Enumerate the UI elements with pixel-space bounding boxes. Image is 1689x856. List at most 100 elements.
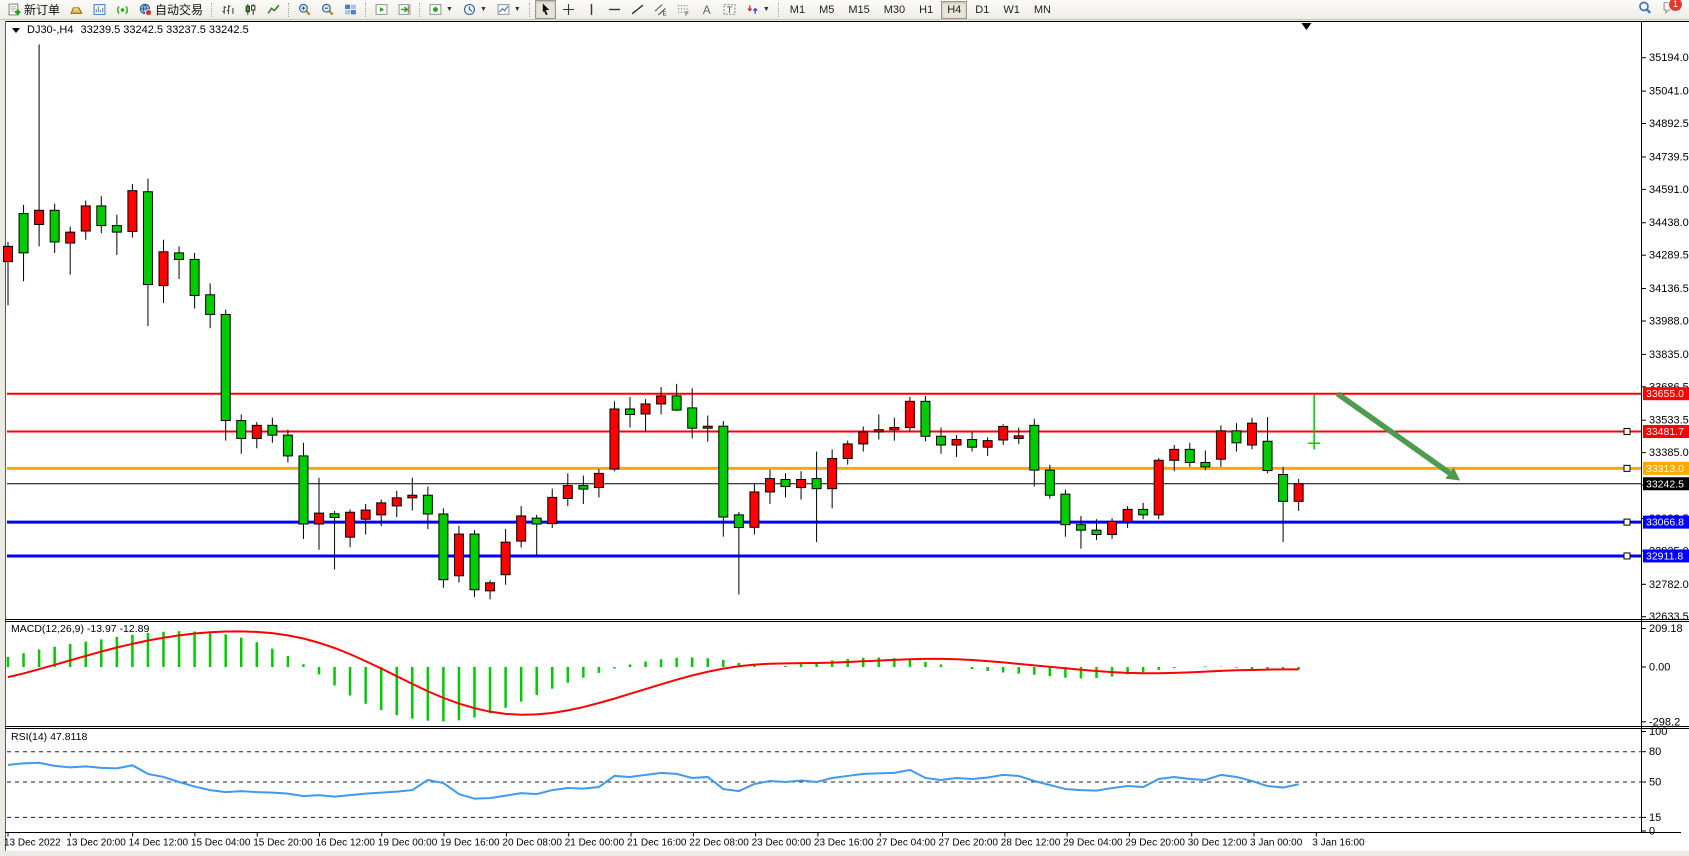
- chart-window-icon: [93, 4, 106, 15]
- svg-text:32782.0: 32782.0: [1649, 579, 1689, 591]
- timeframe-m15-button[interactable]: M15: [848, 3, 870, 16]
- svg-text:33655.0: 33655.0: [1646, 388, 1684, 400]
- svg-text:16 Dec 12:00: 16 Dec 12:00: [316, 838, 376, 849]
- timeframe-h1-button[interactable]: H1: [919, 3, 934, 16]
- templates-icon: [497, 4, 510, 15]
- toolbar-separator: [528, 2, 531, 17]
- vertical-line-button[interactable]: [581, 0, 602, 19]
- search-icon: [1639, 1, 1652, 14]
- chart-window-button[interactable]: [89, 0, 110, 19]
- candlestick-chart-button[interactable]: [240, 0, 261, 19]
- equidistant-channel-button[interactable]: E: [650, 0, 671, 19]
- indicators-button[interactable]: ▼: [425, 0, 457, 19]
- new-order-label: 新订单: [24, 3, 61, 17]
- svg-text:T: T: [727, 5, 733, 15]
- equidistant-channel-icon: E: [654, 4, 667, 16]
- fibonacci-icon: F: [677, 5, 689, 16]
- svg-text:A: A: [703, 3, 711, 16]
- signals-icon: [117, 6, 128, 15]
- svg-text:20 Dec 08:00: 20 Dec 08:00: [502, 838, 562, 849]
- svg-text:-298.2: -298.2: [1649, 716, 1680, 728]
- svg-text:100: 100: [1649, 726, 1667, 738]
- timeframe-m30-button[interactable]: M30: [883, 3, 906, 16]
- svg-text:29 Dec 04:00: 29 Dec 04:00: [1063, 838, 1123, 849]
- svg-text:F: F: [685, 12, 689, 16]
- trendline-button[interactable]: [627, 0, 648, 19]
- chart-shift-button[interactable]: [394, 0, 415, 19]
- rsi-indicator-label: RSI(14) 47.8118: [11, 731, 87, 743]
- arrows-icon: [747, 5, 758, 14]
- dropdown-arrow-icon: ▼: [446, 6, 453, 13]
- bar-chart-icon: [222, 5, 234, 14]
- fibonacci-button[interactable]: F: [673, 0, 694, 19]
- macd-values: -13.97 -12.89: [86, 623, 150, 635]
- svg-text:14 Dec 12:00: 14 Dec 12:00: [129, 838, 189, 849]
- svg-text:209.18: 209.18: [1649, 623, 1683, 635]
- toolbar-separator: [211, 2, 213, 17]
- svg-text:33835.0: 33835.0: [1649, 349, 1689, 361]
- zoom-in-button[interactable]: [294, 0, 315, 19]
- svg-text:33385.0: 33385.0: [1649, 447, 1689, 459]
- timeframe-d1-button[interactable]: D1: [975, 3, 990, 16]
- new-order-button[interactable]: 新订单: [4, 0, 64, 19]
- auto-trading-button[interactable]: 自动交易: [135, 0, 207, 19]
- svg-text:23 Dec 16:00: 23 Dec 16:00: [814, 838, 874, 849]
- macd-indicator-label: MACD(12,26,9) -13.97 -12.89: [11, 623, 149, 635]
- svg-text:33533.5: 33533.5: [1649, 415, 1689, 427]
- zoom-out-icon: [322, 3, 334, 16]
- svg-text:27 Dec 20:00: 27 Dec 20:00: [939, 838, 999, 849]
- zoom-in-icon: [299, 3, 311, 16]
- svg-text:50: 50: [1649, 777, 1661, 789]
- svg-text:30 Dec 12:00: 30 Dec 12:00: [1188, 838, 1248, 849]
- search-button[interactable]: [1637, 1, 1652, 19]
- auto-scroll-button[interactable]: [371, 0, 392, 19]
- svg-text:33066.8: 33066.8: [1646, 517, 1684, 529]
- signals-button[interactable]: [112, 0, 133, 19]
- svg-text:80: 80: [1649, 746, 1661, 758]
- line-chart-button[interactable]: [263, 0, 284, 19]
- chart-ohlc-values: 33239.5 33242.5 33237.5 33242.5: [80, 24, 249, 36]
- svg-text:15 Dec 04:00: 15 Dec 04:00: [191, 838, 251, 849]
- arrows-button[interactable]: ▼: [742, 0, 774, 19]
- timeframe-h4-button[interactable]: H4: [941, 0, 968, 19]
- svg-text:3 Jan 16:00: 3 Jan 16:00: [1312, 838, 1365, 849]
- toolbar-separator: [777, 2, 780, 17]
- dropdown-arrow-icon: ▼: [762, 6, 770, 13]
- svg-text:34591.0: 34591.0: [1649, 184, 1689, 196]
- notifications-button[interactable]: 1: [1662, 0, 1683, 19]
- gold-bar-button[interactable]: [66, 0, 87, 19]
- text-button[interactable]: A: [696, 0, 717, 19]
- svg-text:29 Dec 20:00: 29 Dec 20:00: [1125, 838, 1185, 849]
- dropdown-arrow-icon: ▼: [479, 6, 487, 13]
- svg-text:22 Dec 08:00: 22 Dec 08:00: [689, 838, 749, 849]
- bar-chart-button[interactable]: [217, 0, 238, 19]
- svg-text:15 Dec 20:00: 15 Dec 20:00: [253, 838, 313, 849]
- timeframe-w1-button[interactable]: W1: [1003, 3, 1020, 16]
- status-bar: [0, 851, 1689, 856]
- auto-trading-label: 自动交易: [155, 3, 204, 17]
- text-label-button[interactable]: T: [719, 0, 740, 19]
- svg-text:27 Dec 04:00: 27 Dec 04:00: [876, 838, 936, 849]
- toolbar-separator: [419, 2, 421, 17]
- timeframe-mn-button[interactable]: MN: [1033, 3, 1051, 16]
- timeframe-m5-button[interactable]: M5: [819, 3, 835, 16]
- one-click-panel-toggle-icon[interactable]: [12, 27, 20, 33]
- zoom-out-button[interactable]: [317, 0, 338, 19]
- crosshair-button[interactable]: [558, 0, 579, 19]
- macd-name: MACD(12,26,9): [11, 623, 84, 635]
- main-toolbar: 新订单 自动交易 ▼ ▼ ▼ E F A T ▼ M1 M5 M15 M30 H1 H4 D1 W1 MN 1: [0, 0, 1689, 20]
- svg-text:35194.0: 35194.0: [1649, 52, 1689, 64]
- gold-bar-icon: [70, 7, 83, 14]
- trendline-icon: [631, 4, 644, 15]
- candlestick-chart-icon: [245, 4, 256, 15]
- templates-button[interactable]: ▼: [493, 0, 525, 19]
- timeframe-m1-button[interactable]: M1: [789, 3, 806, 16]
- periods-button[interactable]: ▼: [459, 0, 491, 19]
- tile-windows-button[interactable]: [340, 0, 361, 19]
- svg-text:E: E: [663, 11, 667, 16]
- cursor-button[interactable]: [534, 0, 556, 19]
- dropdown-arrow-icon: ▼: [513, 6, 521, 13]
- svg-text:33313.0: 33313.0: [1646, 463, 1684, 475]
- horizontal-line-button[interactable]: [604, 0, 625, 19]
